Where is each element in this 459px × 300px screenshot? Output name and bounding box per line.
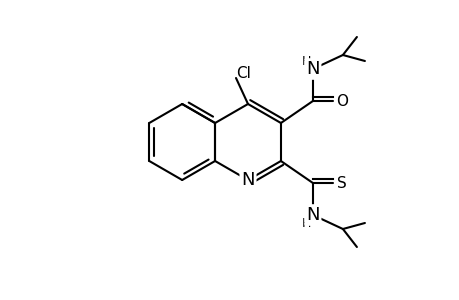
Text: H: H (302, 55, 311, 68)
Text: S: S (336, 176, 346, 190)
Text: N: N (306, 60, 319, 78)
Text: Cl: Cl (236, 65, 251, 80)
Text: H: H (302, 217, 311, 230)
Text: O: O (335, 94, 347, 109)
Text: N: N (306, 206, 319, 224)
Text: N: N (241, 171, 254, 189)
